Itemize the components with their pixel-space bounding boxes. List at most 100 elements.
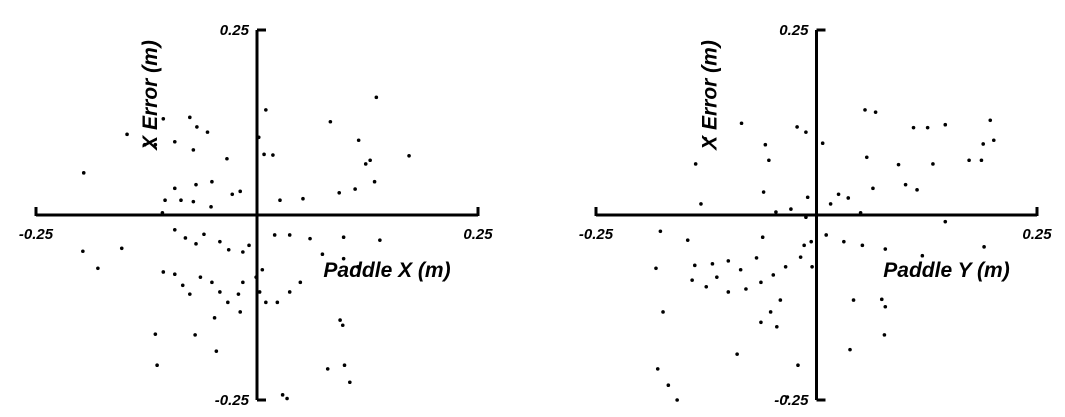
point [846,196,851,200]
point [744,287,748,291]
point [851,298,856,302]
point [247,243,251,248]
point [943,122,948,127]
point [205,130,210,134]
point [298,280,303,285]
point [285,396,289,401]
point [925,125,930,130]
point [863,108,867,112]
point [337,191,342,195]
point [353,187,357,191]
point [739,121,744,126]
point [241,280,245,285]
point [160,210,165,215]
point [193,333,197,337]
point [225,156,229,161]
point [180,283,185,288]
point [783,265,788,269]
point [340,323,345,328]
point [754,256,759,260]
point [191,199,196,204]
point [260,267,265,272]
x-tick-label: 0.25 [463,226,493,243]
point [230,192,235,197]
point [805,195,810,200]
point [195,125,199,129]
point [308,236,312,241]
point [761,190,766,194]
point [325,367,330,371]
point [256,135,261,140]
point [194,182,198,187]
point [328,119,333,124]
point [210,179,214,184]
point [209,205,213,209]
point [809,239,814,244]
point [214,349,219,353]
point [96,266,100,271]
point [194,242,198,246]
point [795,125,799,129]
point [710,262,715,266]
x-tick-label: -0.25 [579,226,614,243]
point [356,138,361,143]
point [407,154,411,158]
point [873,110,878,114]
point [287,233,292,237]
point [238,189,243,194]
point [771,273,776,277]
point [979,158,984,163]
point [692,263,697,268]
point [264,300,268,305]
point [341,235,346,239]
point [798,255,803,259]
point [991,138,996,143]
point [342,363,347,368]
point [363,162,368,166]
y-tick-label: -0.25 [215,392,250,409]
y-tick-label: -0.25 [774,392,809,409]
point [981,142,985,146]
point [172,186,177,191]
y-tick-label: 0.25 [220,22,250,39]
point [320,252,325,257]
point [236,292,241,296]
point [864,155,869,160]
point [161,270,166,274]
point [836,192,841,197]
point [911,125,916,130]
point [675,398,679,402]
point [210,280,214,285]
point [848,347,852,352]
point [699,202,703,206]
point [218,239,222,244]
point [871,186,875,191]
point [726,259,731,263]
point [828,202,833,206]
point [278,198,282,202]
point [785,395,790,399]
point [226,300,230,305]
point [218,290,222,294]
point [767,158,771,163]
point [760,235,765,239]
point [257,290,262,294]
y-axis-label: X Error (m) [699,40,722,151]
point [802,243,806,248]
point [372,179,377,184]
point [715,275,719,279]
point [368,158,372,163]
point [188,292,192,296]
point [655,367,660,371]
point [183,236,188,240]
x-tick-label: 0.25 [1022,226,1052,243]
point [212,316,217,320]
point [275,300,280,305]
point [775,324,779,329]
point [81,249,85,254]
point [735,352,739,356]
point [988,118,993,123]
point [820,141,825,146]
point [81,171,86,175]
